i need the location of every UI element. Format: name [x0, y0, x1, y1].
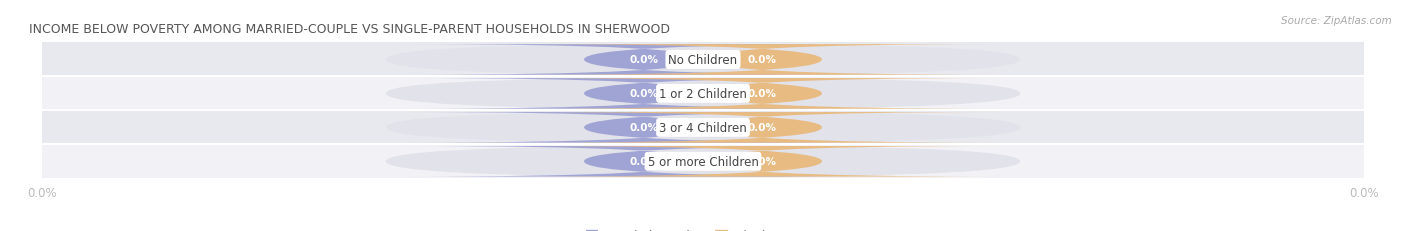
Bar [42, 77, 1364, 111]
Text: 0.0%: 0.0% [748, 55, 778, 65]
Text: 1 or 2 Children: 1 or 2 Children [659, 88, 747, 100]
Text: 5 or more Children: 5 or more Children [648, 155, 758, 168]
Bar [42, 43, 1364, 77]
Text: 0.0%: 0.0% [748, 89, 778, 99]
FancyBboxPatch shape [405, 45, 882, 75]
FancyBboxPatch shape [524, 79, 1001, 109]
Text: 0.0%: 0.0% [628, 89, 658, 99]
FancyBboxPatch shape [385, 79, 1021, 109]
Text: 0.0%: 0.0% [628, 55, 658, 65]
Text: 3 or 4 Children: 3 or 4 Children [659, 121, 747, 134]
Text: 0.0%: 0.0% [628, 123, 658, 133]
Bar [42, 111, 1364, 145]
FancyBboxPatch shape [405, 112, 882, 143]
FancyBboxPatch shape [524, 45, 1001, 75]
Bar [42, 145, 1364, 179]
FancyBboxPatch shape [385, 112, 1021, 143]
Text: INCOME BELOW POVERTY AMONG MARRIED-COUPLE VS SINGLE-PARENT HOUSEHOLDS IN SHERWOO: INCOME BELOW POVERTY AMONG MARRIED-COUPL… [30, 23, 671, 36]
Text: 0.0%: 0.0% [748, 157, 778, 167]
Text: Source: ZipAtlas.com: Source: ZipAtlas.com [1281, 16, 1392, 26]
FancyBboxPatch shape [524, 146, 1001, 177]
FancyBboxPatch shape [524, 112, 1001, 143]
FancyBboxPatch shape [405, 146, 882, 177]
FancyBboxPatch shape [385, 45, 1021, 75]
FancyBboxPatch shape [385, 146, 1021, 177]
FancyBboxPatch shape [405, 79, 882, 109]
Text: 0.0%: 0.0% [748, 123, 778, 133]
Text: 0.0%: 0.0% [628, 157, 658, 167]
Text: No Children: No Children [668, 54, 738, 67]
Legend: Married Couples, Single Parents: Married Couples, Single Parents [581, 224, 825, 231]
